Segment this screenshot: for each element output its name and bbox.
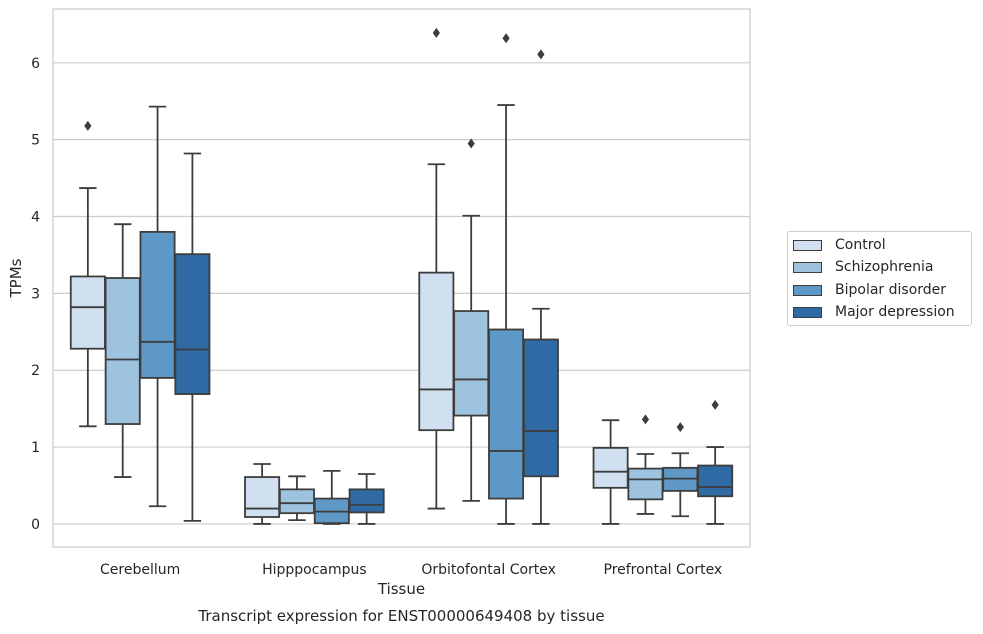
outlier-point (467, 138, 475, 149)
y-tick-label: 3 (31, 286, 40, 302)
box-iqr (592, 446, 629, 489)
box-iqr (627, 467, 664, 501)
y-tick-label: 5 (31, 133, 40, 149)
box-orbitofontal-cortex-major-depression (522, 49, 559, 525)
x-axis-label: Tissue (377, 580, 425, 598)
legend-label-schizophrenia: Schizophrenia (835, 259, 934, 275)
outlier-point (641, 414, 650, 425)
y-tick-labels: 0 1 2 3 4 5 6 (31, 56, 40, 533)
y-tick-label: 1 (31, 440, 40, 456)
outlier-point (502, 33, 510, 44)
legend: Control Schizophrenia Bipolar disorder M… (787, 231, 972, 326)
legend-item-control: Control (793, 236, 886, 254)
box-orbitofontal-cortex-bipolar-disorder (488, 33, 525, 525)
box-cerebellum-major-depression (174, 152, 211, 522)
box-prefrontal-cortex-control (592, 419, 629, 525)
chart-title: Transcript expression for ENST0000064940… (197, 607, 604, 625)
box-hipppocampus-schizophrenia (278, 475, 315, 521)
box-iqr (453, 310, 490, 417)
y-tick-label: 6 (31, 56, 40, 72)
box-iqr (244, 476, 281, 518)
legend-swatch-bipolar-disorder (793, 284, 822, 296)
legend-item-major-depression: Major depression (793, 303, 955, 321)
box-iqr (697, 464, 734, 498)
y-tick-label: 2 (31, 363, 40, 379)
x-tick-label: Hipppocampus (262, 562, 367, 578)
box-orbitofontal-cortex-schizophrenia (453, 138, 490, 502)
legend-swatch-schizophrenia (793, 261, 822, 273)
box-iqr (139, 230, 176, 379)
y-axis-label: TPMs (7, 258, 25, 298)
outlier-point (432, 27, 440, 38)
legend-swatch-major-depression (793, 306, 822, 318)
box-iqr (418, 271, 455, 432)
legend-label-control: Control (835, 237, 886, 253)
boxes (69, 27, 734, 525)
box-prefrontal-cortex-major-depression (697, 399, 734, 525)
box-iqr (278, 488, 315, 515)
y-tick-label: 0 (31, 517, 40, 533)
x-tick-labels: Cerebellum Hipppocampus Orbitofontal Corte… (100, 562, 722, 578)
box-iqr (104, 277, 141, 425)
box-orbitofontal-cortex-control (418, 27, 455, 510)
x-tick-label: Orbitofontal Cortex (421, 562, 556, 578)
box-iqr (488, 328, 525, 500)
box-iqr (348, 488, 385, 514)
box-iqr (174, 253, 211, 395)
y-tick-label: 4 (31, 210, 40, 226)
box-cerebellum-bipolar-disorder (139, 105, 176, 508)
outlier-point (537, 49, 545, 60)
box-prefrontal-cortex-bipolar-disorder (662, 422, 699, 518)
legend-swatch-control (793, 239, 822, 251)
x-tick-label: Prefrontal Cortex (604, 562, 723, 578)
legend-label-major-depression: Major depression (835, 304, 955, 320)
legend-item-bipolar-disorder: Bipolar disorder (793, 281, 946, 299)
box-hipppocampus-major-depression (348, 473, 385, 525)
outlier-point (711, 399, 719, 410)
legend-item-schizophrenia: Schizophrenia (793, 258, 933, 276)
box-hipppocampus-control (244, 463, 281, 525)
box-prefrontal-cortex-schizophrenia (627, 414, 664, 515)
outlier-point (676, 422, 684, 433)
box-iqr (69, 275, 106, 350)
plot-frame (52, 8, 751, 548)
x-tick-label: Cerebellum (100, 562, 180, 578)
box-iqr (522, 338, 559, 478)
box-hipppocampus-bipolar-disorder (313, 470, 350, 525)
legend-label-bipolar-disorder: Bipolar disorder (835, 282, 947, 298)
box-cerebellum-schizophrenia (104, 223, 141, 478)
outlier-point (84, 120, 92, 131)
box-cerebellum-control (69, 120, 106, 428)
